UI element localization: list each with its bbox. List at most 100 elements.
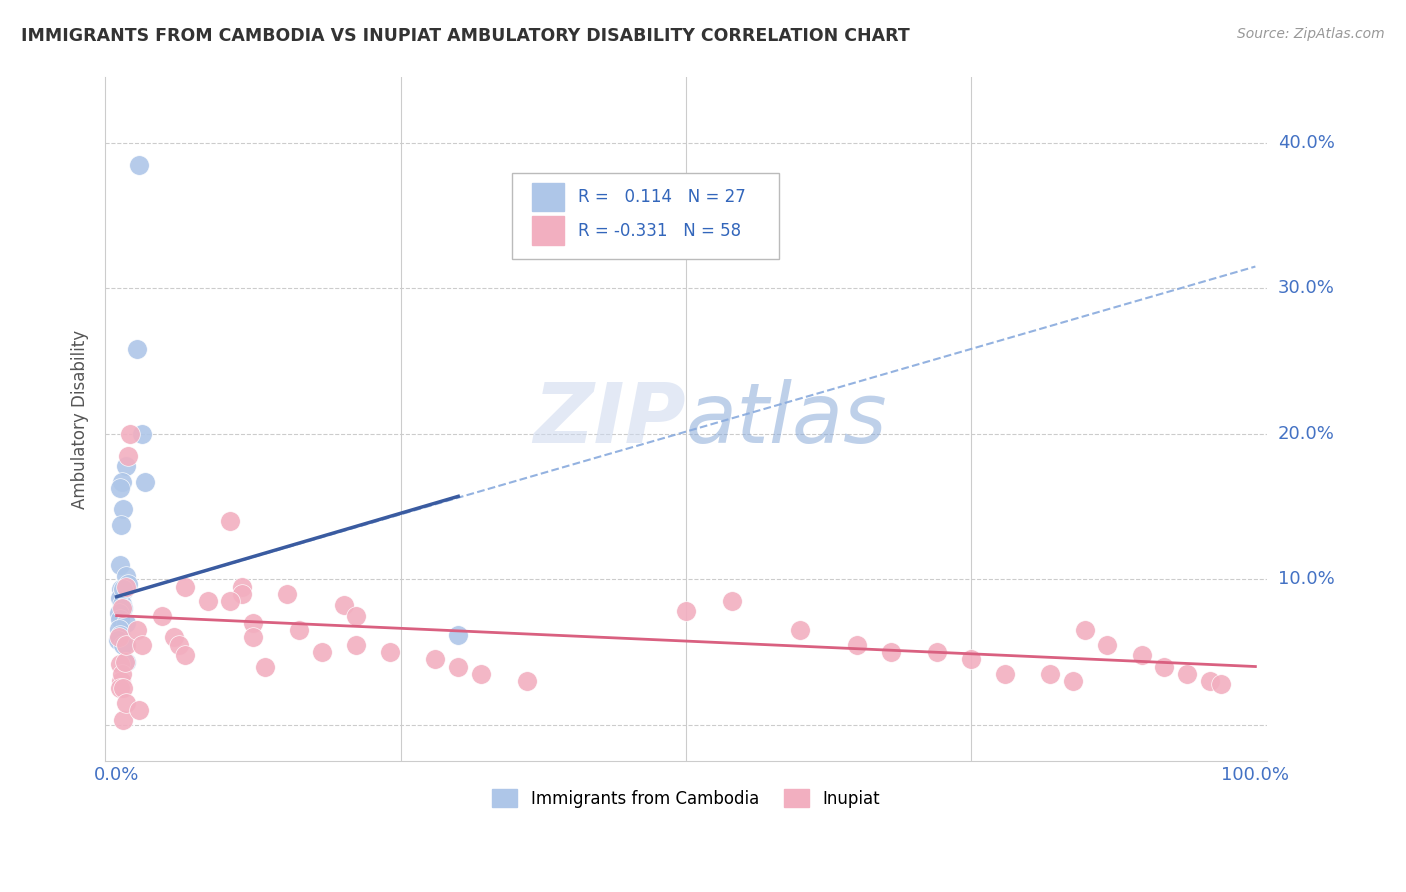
Point — [675, 604, 697, 618]
Point — [108, 627, 131, 641]
Point — [108, 606, 131, 620]
Bar — [531, 183, 564, 211]
Point — [120, 426, 142, 441]
Point — [231, 580, 253, 594]
Y-axis label: Ambulatory Disability: Ambulatory Disability — [72, 330, 89, 508]
Point — [114, 638, 136, 652]
Point — [108, 631, 131, 645]
Point — [344, 638, 367, 652]
Point — [114, 580, 136, 594]
Point — [276, 587, 298, 601]
Point — [219, 594, 242, 608]
Point — [1211, 677, 1233, 691]
Point — [131, 426, 153, 441]
Point — [127, 343, 149, 357]
Point — [425, 652, 447, 666]
Point — [925, 645, 948, 659]
Point — [470, 666, 492, 681]
Point — [1175, 666, 1198, 681]
Text: Source: ZipAtlas.com: Source: ZipAtlas.com — [1237, 27, 1385, 41]
Point — [994, 666, 1017, 681]
Point — [114, 655, 136, 669]
Point — [880, 645, 903, 659]
Point — [114, 615, 136, 630]
FancyBboxPatch shape — [512, 173, 779, 259]
Point — [112, 583, 135, 598]
Point — [108, 591, 131, 606]
Point — [108, 657, 131, 671]
Point — [516, 674, 538, 689]
Text: IMMIGRANTS FROM CAMBODIA VS INUPIAT AMBULATORY DISABILITY CORRELATION CHART: IMMIGRANTS FROM CAMBODIA VS INUPIAT AMBU… — [21, 27, 910, 45]
Point — [167, 638, 190, 652]
Point — [110, 518, 132, 533]
Point — [288, 623, 311, 637]
Text: 30.0%: 30.0% — [1278, 279, 1334, 297]
Point — [447, 627, 470, 641]
Text: R = -0.331   N = 58: R = -0.331 N = 58 — [578, 221, 741, 240]
Point — [150, 608, 173, 623]
Point — [311, 645, 333, 659]
Point — [127, 623, 149, 637]
Point — [1130, 648, 1153, 662]
Point — [112, 601, 135, 615]
Point — [720, 594, 742, 608]
Point — [1039, 666, 1062, 681]
Point — [112, 714, 135, 728]
Point — [111, 601, 134, 615]
Point — [959, 652, 981, 666]
Point — [128, 703, 150, 717]
Point — [242, 615, 264, 630]
Point — [333, 599, 356, 613]
Point — [1153, 659, 1175, 673]
Point — [108, 681, 131, 696]
Point — [114, 696, 136, 710]
Point — [253, 659, 276, 673]
Point — [117, 449, 139, 463]
Point — [108, 481, 131, 495]
Point — [174, 580, 197, 594]
Text: 20.0%: 20.0% — [1278, 425, 1334, 442]
Point — [447, 659, 470, 673]
Point — [378, 645, 401, 659]
Bar — [531, 216, 564, 245]
Point — [128, 158, 150, 172]
Text: 40.0%: 40.0% — [1278, 134, 1334, 152]
Point — [117, 576, 139, 591]
Point — [162, 631, 184, 645]
Point — [112, 582, 135, 597]
Point — [108, 611, 131, 625]
Point — [174, 648, 197, 662]
Point — [344, 608, 367, 623]
Point — [197, 594, 219, 608]
Point — [107, 633, 129, 648]
Text: R =   0.114   N = 27: R = 0.114 N = 27 — [578, 188, 745, 206]
Point — [114, 569, 136, 583]
Legend: Immigrants from Cambodia, Inupiat: Immigrants from Cambodia, Inupiat — [485, 783, 886, 814]
Point — [242, 631, 264, 645]
Point — [111, 597, 134, 611]
Text: 10.0%: 10.0% — [1278, 570, 1334, 588]
Text: ZIP: ZIP — [533, 379, 686, 459]
Point — [112, 502, 135, 516]
Point — [112, 681, 135, 696]
Point — [110, 582, 132, 597]
Point — [108, 558, 131, 572]
Point — [111, 666, 134, 681]
Point — [110, 674, 132, 689]
Point — [789, 623, 811, 637]
Point — [131, 638, 153, 652]
Point — [1062, 674, 1084, 689]
Point — [114, 655, 136, 669]
Point — [845, 638, 868, 652]
Text: atlas: atlas — [686, 379, 887, 459]
Point — [112, 638, 135, 652]
Point — [108, 622, 131, 636]
Point — [1198, 674, 1220, 689]
Point — [114, 458, 136, 473]
Point — [219, 514, 242, 528]
Point — [134, 475, 156, 489]
Point — [231, 587, 253, 601]
Point — [111, 475, 134, 489]
Point — [1073, 623, 1095, 637]
Point — [1097, 638, 1119, 652]
